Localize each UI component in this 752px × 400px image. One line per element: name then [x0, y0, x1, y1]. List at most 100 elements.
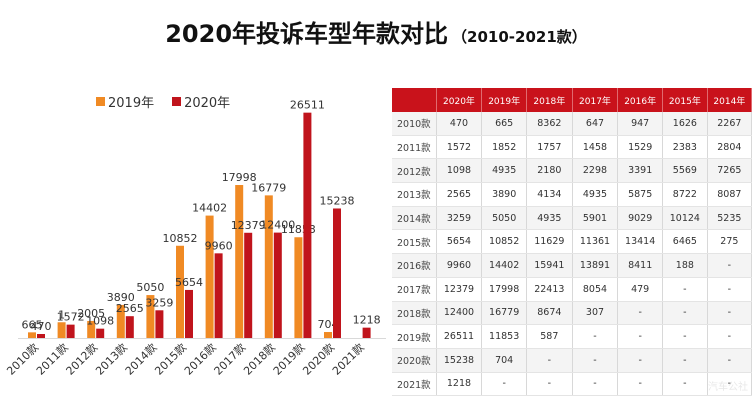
watermark: 汽车公社: [708, 382, 748, 393]
table-cell: 2267: [707, 112, 752, 136]
table-row: 2017款 12379 17998 22413 8054 479- -: [392, 277, 752, 302]
table-cell: 11629: [526, 229, 573, 255]
table-cell: 4935: [572, 182, 619, 207]
table-header-cell: 2014年: [707, 88, 752, 112]
table-cell: 307: [572, 301, 619, 326]
table-cell: -: [526, 372, 573, 397]
table-cell: 12379: [436, 277, 483, 302]
table-cell: -: [662, 324, 708, 349]
table-cell: 17998: [481, 277, 528, 302]
data-label: 2005: [77, 307, 105, 320]
data-label: 10852: [163, 232, 198, 245]
bar-2019-2012款: [87, 320, 96, 338]
x-tick-label: 2011款: [33, 340, 70, 377]
bar-2019-2018款: [264, 195, 273, 338]
table-cell: 22413: [526, 277, 573, 302]
table-cell: 26511: [436, 324, 483, 349]
table-cell: 6465: [662, 229, 708, 255]
table-cell: 1218: [436, 372, 483, 397]
table-row-label: 2019款: [392, 324, 437, 349]
table-header-row: 2020年 2019年 2018年 2017年 2016年 2015年 2014年: [392, 88, 752, 112]
data-table: 2020年 2019年 2018年 2017年 2016年 2015年 2014年 2010…: [392, 88, 752, 397]
x-tick-label: 2020款: [300, 340, 337, 377]
table-cell: 2804: [707, 135, 752, 160]
chart-title-wrap: 2020年投诉车型年款对比 （2010-2021款）: [0, 14, 752, 49]
table-row: 2018款 12400 16779 8674 307- - -: [392, 301, 752, 326]
data-label: 2565: [116, 302, 144, 315]
table-cell: 15238: [436, 348, 483, 373]
table-cell: -: [662, 372, 708, 397]
table-row: 2021款 1218- - - - - -: [392, 372, 752, 397]
bar-2020-2016款: [214, 253, 223, 338]
table-cell: 13414: [617, 229, 664, 255]
table-cell: 3259: [436, 206, 483, 231]
table-cell: 188: [662, 253, 708, 278]
bar-2020-2015款: [185, 289, 193, 338]
table-cell: -: [617, 348, 664, 373]
data-label: 1572: [57, 311, 85, 324]
table-cell: 665: [481, 112, 528, 136]
bar-2020-2018款: [273, 232, 282, 338]
table-cell: 1626: [662, 112, 708, 136]
table-cell: 587: [526, 324, 573, 349]
table-cell: 8674: [526, 301, 573, 326]
table-cell: 2383: [662, 135, 708, 160]
table-cell: -: [707, 324, 752, 349]
table-cell: 2298: [572, 158, 619, 184]
table-row: 2013款 2565 3890 4134 4935 5875 8722 8087: [392, 182, 752, 207]
table-cell: 5875: [617, 182, 664, 207]
data-label: 1: [58, 308, 65, 321]
table-row: 2015款 5654 10852 11629 11361 13414 6465 275: [392, 229, 752, 255]
table-cell: 2180: [526, 158, 573, 184]
table-cell: 947: [617, 112, 664, 136]
table-row-label: 2012款: [392, 158, 437, 184]
bar-2019-2019款: [294, 237, 303, 338]
table-cell: 1757: [526, 135, 573, 160]
table-header-cell: 2019年: [481, 88, 528, 112]
table-row-label: 2014款: [392, 206, 437, 231]
table-cell: 14402: [481, 253, 528, 278]
data-label: 12379: [231, 219, 266, 232]
table-cell: 1852: [481, 135, 528, 160]
page-subtitle: （2010-2021款）: [452, 28, 587, 46]
data-label: 1098: [86, 315, 114, 328]
table-cell: 13891: [572, 253, 619, 278]
table-cell: 16779: [481, 301, 528, 326]
table-cell: 10852: [481, 229, 528, 255]
bar-2019-2020款: [324, 332, 332, 338]
table-cell: 3890: [481, 182, 528, 207]
table-cell: 3391: [617, 158, 664, 184]
table-row-label: 2021款: [392, 372, 437, 397]
data-label: 9960: [205, 239, 233, 252]
table-cell: 470: [436, 112, 483, 136]
legend-item-2020: 2020年: [172, 92, 230, 111]
legend-label-2020: 2020年: [184, 96, 231, 111]
bar-2019-2017款: [235, 185, 244, 338]
table-cell: 1529: [617, 135, 664, 160]
table-cell: 5654: [436, 229, 483, 255]
table-cell: -: [662, 277, 708, 302]
data-label: 26511: [290, 99, 325, 112]
x-tick-label: 2016款: [181, 340, 218, 377]
x-tick-label: 2013款: [92, 340, 129, 377]
table-cell: 2565: [436, 182, 483, 207]
bar-2019-2010款: [28, 332, 36, 338]
table-cell: 5235: [707, 206, 752, 231]
table-cell: -: [662, 348, 708, 373]
table-cell: -: [707, 348, 752, 373]
table-header-cell: 2017年: [572, 88, 619, 112]
table-cell: 479: [617, 277, 664, 302]
table-row-label: 2011款: [392, 135, 437, 160]
table-header-cell: 2016年: [617, 88, 664, 112]
table-cell: 5050: [481, 206, 528, 231]
bar-2020-2011款: [66, 324, 75, 338]
table-cell: 4935: [481, 158, 528, 184]
table-row: 2016款 9960 14402 15941 13891 8411 188-: [392, 253, 752, 278]
table-header-cell: 2018年: [526, 88, 573, 112]
table-row: 2020款 15238 704- - - - -: [392, 348, 752, 373]
bar-2020-2017款: [244, 232, 253, 338]
table-row-label: 2018款: [392, 301, 437, 326]
table-row: 2011款 1572 1852 1757 1458 1529 2383 2804: [392, 135, 752, 160]
bar-2019-2015款: [176, 245, 184, 338]
